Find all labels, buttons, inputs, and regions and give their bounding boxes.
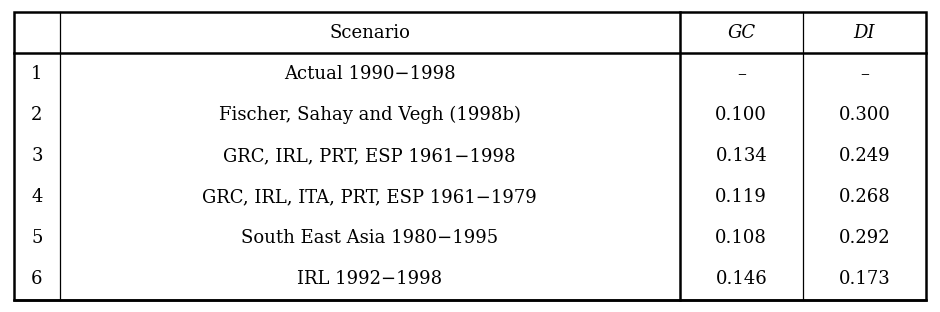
Text: 0.119: 0.119: [715, 188, 767, 206]
Text: 0.173: 0.173: [838, 270, 890, 288]
Text: 0.300: 0.300: [838, 106, 890, 124]
Text: 5: 5: [31, 229, 42, 247]
Text: South East Asia 1980−1995: South East Asia 1980−1995: [242, 229, 498, 247]
Text: 0.146: 0.146: [715, 270, 767, 288]
Text: 0.249: 0.249: [838, 147, 890, 165]
Text: 0.134: 0.134: [715, 147, 767, 165]
Text: Fischer, Sahay and Vegh (1998b): Fischer, Sahay and Vegh (1998b): [219, 106, 521, 124]
Text: 0.108: 0.108: [715, 229, 767, 247]
Text: GC: GC: [728, 24, 756, 42]
Text: –: –: [860, 65, 869, 83]
Text: –: –: [737, 65, 745, 83]
Text: 2: 2: [31, 106, 42, 124]
Text: 0.100: 0.100: [715, 106, 767, 124]
Text: Scenario: Scenario: [329, 24, 410, 42]
Text: 0.292: 0.292: [838, 229, 890, 247]
Text: DI: DI: [854, 24, 875, 42]
Text: 4: 4: [31, 188, 42, 206]
Text: GRC, IRL, PRT, ESP 1961−1998: GRC, IRL, PRT, ESP 1961−1998: [224, 147, 516, 165]
Text: 1: 1: [31, 65, 42, 83]
Text: IRL 1992−1998: IRL 1992−1998: [297, 270, 442, 288]
Text: Actual 1990−1998: Actual 1990−1998: [284, 65, 456, 83]
Text: 0.268: 0.268: [838, 188, 890, 206]
Text: 3: 3: [31, 147, 42, 165]
Text: GRC, IRL, ITA, PRT, ESP 1961−1979: GRC, IRL, ITA, PRT, ESP 1961−1979: [202, 188, 537, 206]
Text: 6: 6: [31, 270, 42, 288]
